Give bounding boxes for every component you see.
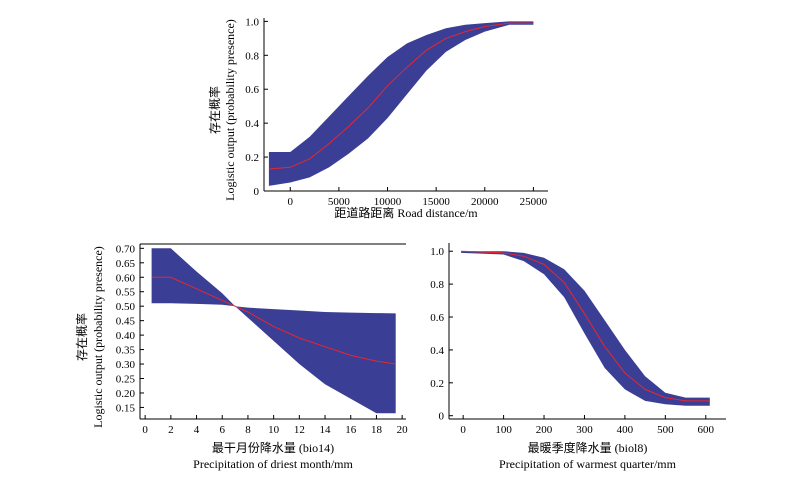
x-axis-title-en: Precipitation of driest month/mm (193, 457, 353, 471)
x-tick-label: 5000 (328, 196, 351, 208)
x-tick-label: 500 (657, 424, 674, 436)
y-axis-title-en: Logistic output (probability presence) (91, 246, 105, 428)
x-tick-label: 400 (617, 424, 634, 436)
chart-bio8: 0 100 200 300 400 500 600 0 0.2 0.4 0.6 0.8 1.0 (430, 243, 726, 436)
x-axis-title-en: Precipitation of warmest quarter/mm (499, 457, 677, 471)
chart-bio14: 0 2 4 6 8 10 12 14 16 18 20 0.15 0.20 0.25 0.30 0.35 0.4… (116, 243, 408, 436)
mean-response-line (268, 22, 534, 170)
y-tick-label: 0.70 (116, 243, 136, 255)
mean-response-line (151, 276, 396, 365)
y-tick-label: 0.8 (245, 50, 259, 62)
y-tick-label: 0.25 (116, 374, 136, 386)
x-tick-label: 16 (345, 424, 357, 436)
x-axis-title-cn: 最干月份降水量 (bio14) (212, 441, 334, 455)
y-tick-label: 0.60 (116, 272, 136, 284)
y-tick-label: 0.50 (116, 301, 136, 313)
y-axis-title-cn: 存在概率 (207, 86, 222, 134)
x-tick-label: 0 (288, 196, 294, 208)
confidence-band (268, 21, 534, 186)
y-tick-label: 0 (439, 411, 445, 423)
confidence-band (151, 248, 396, 414)
x-tick-label: 0 (142, 424, 148, 436)
x-tick-label: 100 (495, 424, 512, 436)
y-tick-label: 1.0 (430, 246, 444, 258)
x-tick-label: 18 (371, 424, 383, 436)
y-tick-label: 0.55 (116, 287, 136, 299)
x-tick-label: 300 (576, 424, 593, 436)
x-tick-label: 600 (698, 424, 715, 436)
y-tick-label: 0.4 (245, 118, 259, 130)
y-axis-title-cn: 存在概率 (74, 313, 89, 361)
confidence-band (461, 251, 710, 406)
x-tick-label: 12 (294, 424, 305, 436)
x-tick-label: 20 (397, 424, 409, 436)
y-tick-label: 0.2 (245, 152, 259, 164)
x-tick-label: 20000 (471, 196, 499, 208)
y-tick-label: 0.40 (116, 330, 136, 342)
x-tick-label: 25000 (520, 196, 548, 208)
y-tick-label: 1.0 (245, 16, 259, 28)
y-tick-label: 0.15 (116, 402, 136, 414)
mean-response-line (461, 250, 710, 402)
y-tick-label: 0.65 (116, 258, 136, 270)
y-tick-label: 0.35 (116, 345, 136, 357)
x-tick-label: 10000 (374, 196, 402, 208)
y-tick-label: 0.45 (116, 316, 136, 328)
x-axis-title: 距道路距离 Road distance/m (334, 205, 478, 220)
chart-road: 0 5000 10000 15000 20000 25000 0 0.2 0.4 0.6 0.8 1.… (245, 16, 548, 208)
x-tick-label: 10 (268, 424, 280, 436)
x-tick-label: 4 (194, 424, 200, 436)
x-tick-label: 200 (536, 424, 553, 436)
y-axis-title-en: Logistic output (probability presence) (223, 19, 237, 201)
x-axis-title-cn: 最暖季度降水量 (biol8) (528, 440, 648, 455)
x-tick-label: 14 (320, 424, 332, 436)
x-tick-label: 15000 (422, 196, 450, 208)
x-tick-label: 6 (219, 424, 225, 436)
y-tick-label: 0 (254, 186, 260, 198)
y-tick-label: 0.6 (430, 312, 444, 324)
y-tick-label: 0.6 (245, 84, 259, 96)
x-tick-label: 0 (460, 424, 466, 436)
x-tick-label: 2 (168, 424, 174, 436)
x-tick-label: 8 (245, 424, 251, 436)
y-tick-label: 0.4 (430, 345, 444, 357)
y-tick-label: 0.2 (430, 378, 444, 390)
y-tick-label: 0.20 (116, 388, 136, 400)
y-tick-label: 0.8 (430, 279, 444, 291)
y-tick-label: 0.30 (116, 359, 136, 371)
